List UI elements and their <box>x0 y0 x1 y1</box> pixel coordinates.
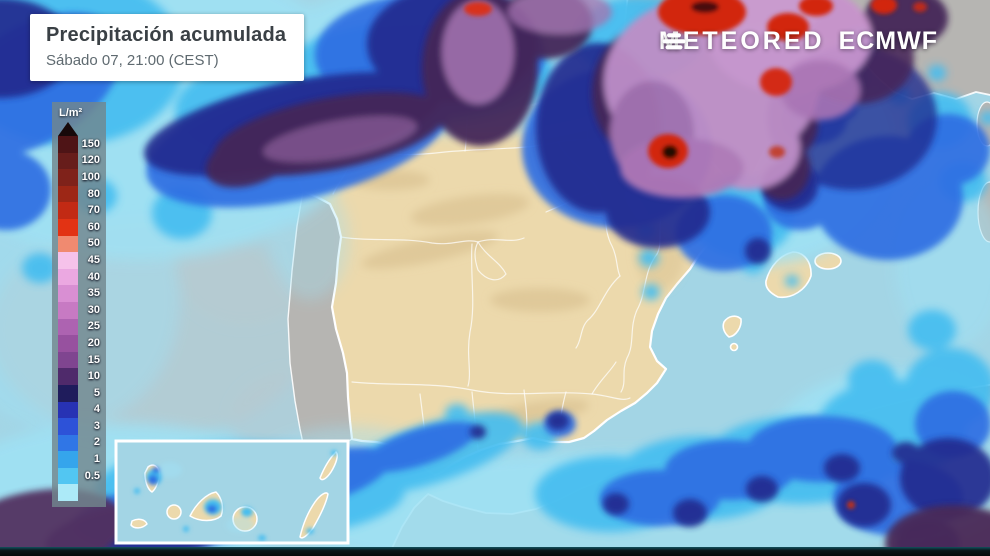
legend-value: 80 <box>87 187 100 200</box>
legend-value: 30 <box>87 303 100 316</box>
legend-item: 4 <box>58 401 100 419</box>
ecmwf-logo: ECMWF <box>662 27 938 56</box>
legend-swatch <box>58 318 78 336</box>
legend-swatch <box>58 285 78 302</box>
legend-swatch <box>58 335 78 352</box>
legend-swatch <box>58 218 78 236</box>
legend-swatch <box>58 467 78 485</box>
legend-item: 40 <box>58 268 100 286</box>
legend-item: 30 <box>58 301 100 319</box>
canary-islands-inset <box>114 439 350 545</box>
legend-item: 60 <box>58 218 100 236</box>
legend-item: 45 <box>58 252 100 269</box>
legend-value: 35 <box>87 287 100 300</box>
island-formentera <box>729 342 739 352</box>
legend-swatch <box>58 434 78 452</box>
legend-swatch <box>58 351 78 369</box>
legend-item: 25 <box>58 318 100 336</box>
legend-scale: 150 120 100 80 70 60 50 45 40 35 30 25 20 15 10 5 4 3 2 1 0.… <box>58 136 100 502</box>
legend-item: 0.5 <box>58 467 100 485</box>
legend-swatch <box>58 268 78 286</box>
title-card: Precipitación acumulada Sábado 07, 21:00… <box>30 14 305 81</box>
legend-swatch <box>58 401 78 419</box>
island-lanzarote <box>319 451 338 481</box>
legend-swatch <box>58 484 78 502</box>
legend-swatch <box>58 368 78 385</box>
legend-item: 150 <box>58 136 100 153</box>
legend-item: 80 <box>58 185 100 203</box>
legend-swatch <box>58 136 78 153</box>
legend-item: 35 <box>58 285 100 302</box>
legend-value: 50 <box>87 237 100 250</box>
legend-value: 40 <box>87 270 100 283</box>
ecmwf-label: ECMWF <box>838 27 938 55</box>
legend-unit: L/m² <box>59 107 83 119</box>
legend-item: 70 <box>58 202 100 219</box>
legend-value: 150 <box>81 137 100 150</box>
legend-swatch <box>58 152 78 170</box>
legend-item: 100 <box>58 169 100 186</box>
branding: METEORED ECMWF <box>659 27 938 56</box>
legend-swatch <box>58 384 78 402</box>
island-menorca <box>814 252 842 270</box>
legend-item: 10 <box>58 368 100 385</box>
legend-item: 50 <box>58 235 100 253</box>
meteored-logo: METEORED <box>658 27 825 55</box>
legend-value: 2 <box>93 436 100 449</box>
legend-value: 1 <box>93 453 100 466</box>
legend-swatch <box>58 252 78 269</box>
island-ibiza <box>722 315 742 338</box>
legend-swatch <box>58 451 78 468</box>
island-la-gomera <box>166 504 182 520</box>
legend-item: 5 <box>58 384 100 402</box>
legend-value: 120 <box>81 154 100 167</box>
legend-value: 70 <box>87 204 100 217</box>
island-el-hierro <box>130 518 148 529</box>
legend-value: 0.5 <box>84 469 100 482</box>
legend-value: 45 <box>87 253 100 266</box>
legend-item: 120 <box>58 152 100 170</box>
map-datetime: Sábado 07, 21:00 (CEST) <box>46 52 219 69</box>
legend-arrow-cap <box>58 122 78 136</box>
legend-value: 3 <box>93 419 100 432</box>
bottom-bar <box>0 547 990 556</box>
legend-swatch <box>58 169 78 186</box>
legend-swatch <box>58 301 78 319</box>
legend-swatch <box>58 235 78 253</box>
precip-extreme-layer <box>464 0 927 509</box>
legend-value: 100 <box>81 170 100 183</box>
map-title: Precipitación acumulada <box>46 24 287 46</box>
legend-swatch <box>58 418 78 435</box>
legend-trace-item <box>58 484 100 502</box>
legend-item: 2 <box>58 434 100 452</box>
ecmwf-globe-icon <box>662 33 686 50</box>
legend-value: 5 <box>93 386 100 399</box>
legend-value: 15 <box>87 353 100 366</box>
inset-frame <box>114 439 350 545</box>
legend-value: 4 <box>93 403 100 416</box>
inset-precip <box>134 450 337 541</box>
legend-swatch <box>58 185 78 203</box>
legend-item: 1 <box>58 451 100 468</box>
precipitation-legend: L/m² 150 120 100 80 70 60 50 45 40 35 30 25 20 15 10 5 4… <box>52 102 106 508</box>
legend-value: 25 <box>87 320 100 333</box>
legend-item: 15 <box>58 351 100 369</box>
legend-item: 3 <box>58 418 100 435</box>
legend-item: 20 <box>58 335 100 352</box>
legend-value: 10 <box>87 370 100 383</box>
legend-value: 60 <box>87 220 100 233</box>
legend-swatch <box>58 202 78 219</box>
legend-value: 20 <box>87 336 100 349</box>
